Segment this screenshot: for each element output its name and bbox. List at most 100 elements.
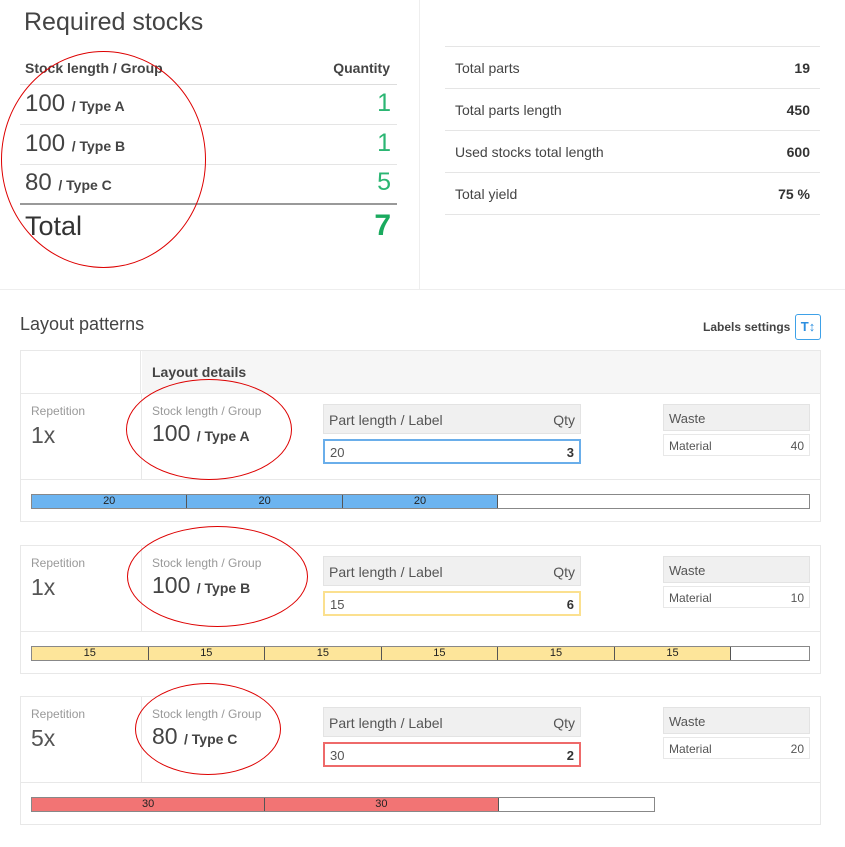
part-length-header: Part length / Label [329,715,443,731]
summary-value: 600 [786,144,810,160]
stock-length: 100 / Type B [25,130,126,157]
part-qty: 6 [566,597,574,612]
waste-row: Material 10 [663,586,810,608]
part-header: Part length / Label Qty [323,404,581,434]
stock-value: 80 / Type C [152,723,238,749]
summary-row: Total parts length 450 [445,88,820,130]
part-length: 30 [330,748,345,763]
summary-row: Total parts 19 [445,46,820,88]
pattern-details: Repetition 5x Stock length / Group 80 / … [21,697,820,783]
cut-segment: 15 [265,647,382,660]
stock-group: / Type B [196,580,251,596]
summary-value: 75 % [778,186,810,202]
quantity-header: Quantity [333,60,390,76]
summary-label: Total parts length [455,102,562,118]
summary-label: Used stocks total length [455,144,604,160]
waste-material-label: Material [669,439,712,453]
waste-material-label: Material [669,742,712,756]
part-length: 20 [330,445,345,460]
stock-group: / Type A [196,428,250,444]
part-row[interactable]: 30 2 [323,742,581,767]
cut-segment: 15 [148,647,266,660]
header-spacer [21,351,141,394]
stock-quantity: 1 [377,129,391,157]
header-bg: Layout details [142,351,820,394]
cut-segment: 15 [614,647,732,660]
cut-bar: 15 15 15 15 15 15 [31,646,810,661]
layout-patterns-title: Layout patterns [20,314,145,334]
stock-length: 80 / Type C [25,169,112,196]
part-length-header: Part length / Label [329,412,443,428]
part-length: 15 [330,597,345,612]
waste-row: Material 20 [663,737,810,759]
required-stocks-panel: Required stocks Stock length / Group Qua… [0,0,420,290]
cut-segment: 20 [342,495,499,508]
summary-row: Total yield 75 % [445,172,820,214]
column-divider [141,697,142,783]
stock-group: / Type C [183,731,238,747]
qty-header: Qty [553,715,575,731]
text-size-icon: T↕ [800,319,816,334]
stock-group: / Type C [58,177,112,193]
required-stocks-title: Required stocks [24,8,204,36]
waste-header: Waste [663,707,810,734]
stock-quantity: 5 [377,168,391,196]
pattern-details: Repetition 1x Stock length / Group 100 /… [21,546,820,632]
stock-value: 100 / Type A [152,420,250,446]
cut-bar: 30 30 [31,797,655,812]
total-label: Total [25,211,83,241]
waste-header: Waste [663,404,810,431]
cut-segment: 20 [187,495,343,508]
stock-quantity: 1 [377,89,391,117]
total-row: Total 7 [20,203,397,245]
labels-settings-button[interactable]: T↕ [795,314,821,340]
summary-label: Total parts [455,60,520,76]
column-divider [141,546,142,632]
summary-value: 19 [794,60,810,76]
repetition-value: 5x [31,725,56,751]
cut-segment: 15 [498,647,615,660]
cut-segment: 30 [265,798,499,811]
layout-details-label: Layout details [152,364,247,380]
part-qty: 2 [566,748,574,763]
summary-value: 450 [786,102,810,118]
layout-details-header: Layout details [20,350,821,394]
summary-label: Total yield [455,186,518,202]
pattern-details: Repetition 1x Stock length / Group 100 /… [21,394,820,480]
total-value: 7 [374,209,391,242]
summary-divider [445,214,820,215]
stock-row: 100 / Type B 1 [20,125,397,165]
repetition-label: Repetition [31,556,86,570]
stock-group: / Type B [71,138,126,154]
labels-settings-label: Labels settings [703,320,791,334]
waste-value: 10 [790,591,804,605]
repetition-value: 1x [31,422,56,448]
waste-value: 20 [790,742,804,756]
cut-segment: 30 [32,798,266,811]
summary-row: Used stocks total length 600 [445,130,820,172]
part-header: Part length / Label Qty [323,707,581,737]
stock-length: 100 / Type A [25,90,125,117]
stock-label: Stock length / Group [152,556,262,570]
pattern-card: Repetition 1x Stock length / Group 100 /… [20,545,821,674]
pattern-card: Repetition 5x Stock length / Group 80 / … [20,696,821,825]
section-divider [0,289,845,290]
waste-header: Waste [663,556,810,583]
repetition-label: Repetition [31,707,86,721]
cut-segment: 15 [32,647,149,660]
stock-group: / Type A [71,98,125,114]
stock-row: 100 / Type A 1 [20,85,397,125]
pattern-card: Repetition 1x Stock length / Group 100 /… [20,393,821,522]
stock-value: 100 / Type B [152,572,251,598]
waste-value: 40 [790,439,804,453]
column-divider [141,394,142,480]
part-row[interactable]: 15 6 [323,591,581,616]
cut-bar: 20 20 20 [31,494,810,509]
stock-length-group-header: Stock length / Group [25,60,163,76]
part-length-header: Part length / Label [329,564,443,580]
qty-header: Qty [553,412,575,428]
repetition-value: 1x [31,574,56,600]
part-row[interactable]: 20 3 [323,439,581,464]
waste-row: Material 40 [663,434,810,456]
stock-label: Stock length / Group [152,404,262,418]
